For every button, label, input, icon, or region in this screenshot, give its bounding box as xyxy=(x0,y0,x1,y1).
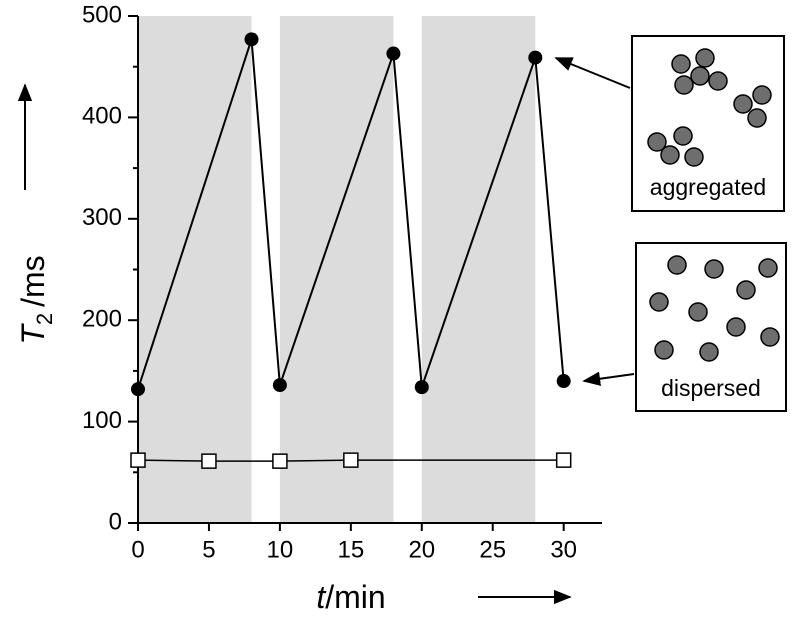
x-unit: /min xyxy=(325,579,385,615)
particle xyxy=(690,66,710,86)
particle xyxy=(726,317,746,337)
y-symbol: T xyxy=(15,323,51,345)
inset-dispersed: dispersed xyxy=(635,242,787,412)
y-tick-label: 0 xyxy=(109,508,122,535)
particle xyxy=(673,126,693,146)
point xyxy=(244,32,259,47)
annotation-arrow xyxy=(554,57,631,89)
particle xyxy=(736,280,756,300)
particle xyxy=(704,259,724,279)
x-tick-label: 0 xyxy=(131,536,144,563)
point xyxy=(201,453,217,469)
particle xyxy=(708,71,728,91)
y-tick-label: 500 xyxy=(82,1,122,28)
y-tick-label: 100 xyxy=(82,407,122,434)
particle xyxy=(733,94,753,114)
point xyxy=(130,452,146,468)
point xyxy=(131,382,145,397)
particle xyxy=(752,85,772,105)
y-axis-label: T2/ms xyxy=(15,255,57,344)
y-tick-label: 400 xyxy=(82,103,122,130)
particle xyxy=(684,147,704,167)
shaded-region xyxy=(279,16,394,523)
point xyxy=(272,453,288,469)
point xyxy=(343,452,359,468)
particle xyxy=(674,75,694,95)
point xyxy=(386,46,401,61)
particle xyxy=(758,258,778,278)
y-tick-label: 300 xyxy=(82,204,122,231)
y-unit: /ms xyxy=(15,255,51,307)
x-tick-label: 20 xyxy=(408,536,435,563)
annotation: aggregated xyxy=(650,174,766,200)
particle xyxy=(660,145,680,165)
point xyxy=(414,380,429,395)
inset-aggregated: aggregated xyxy=(631,35,785,212)
particle xyxy=(671,54,691,74)
particle xyxy=(647,132,667,152)
x-tick-label: 5 xyxy=(202,536,215,563)
particle xyxy=(649,292,669,312)
x-symbol: t xyxy=(316,579,326,615)
annotation: dispersed xyxy=(661,375,761,401)
x-tick-label: 10 xyxy=(267,536,294,563)
particle xyxy=(654,340,674,360)
x-tick-label: 15 xyxy=(337,536,364,563)
particle xyxy=(699,342,719,362)
y-subscript: 2 xyxy=(32,313,57,325)
particle xyxy=(760,327,780,347)
particle xyxy=(695,48,715,68)
point xyxy=(556,374,571,389)
particle xyxy=(688,302,708,322)
particle xyxy=(747,108,767,128)
point xyxy=(555,452,572,468)
x-axis-label: t/min xyxy=(316,579,385,615)
x-tick-label: 30 xyxy=(550,536,577,563)
particle xyxy=(667,255,687,275)
point xyxy=(272,378,287,393)
shaded-regions xyxy=(138,16,536,523)
annotation-arrow xyxy=(582,371,635,386)
data xyxy=(130,32,572,469)
y-tick-label: 200 xyxy=(82,306,122,333)
shaded-region xyxy=(421,16,536,523)
point xyxy=(528,50,543,65)
x-tick-label: 25 xyxy=(479,536,506,563)
